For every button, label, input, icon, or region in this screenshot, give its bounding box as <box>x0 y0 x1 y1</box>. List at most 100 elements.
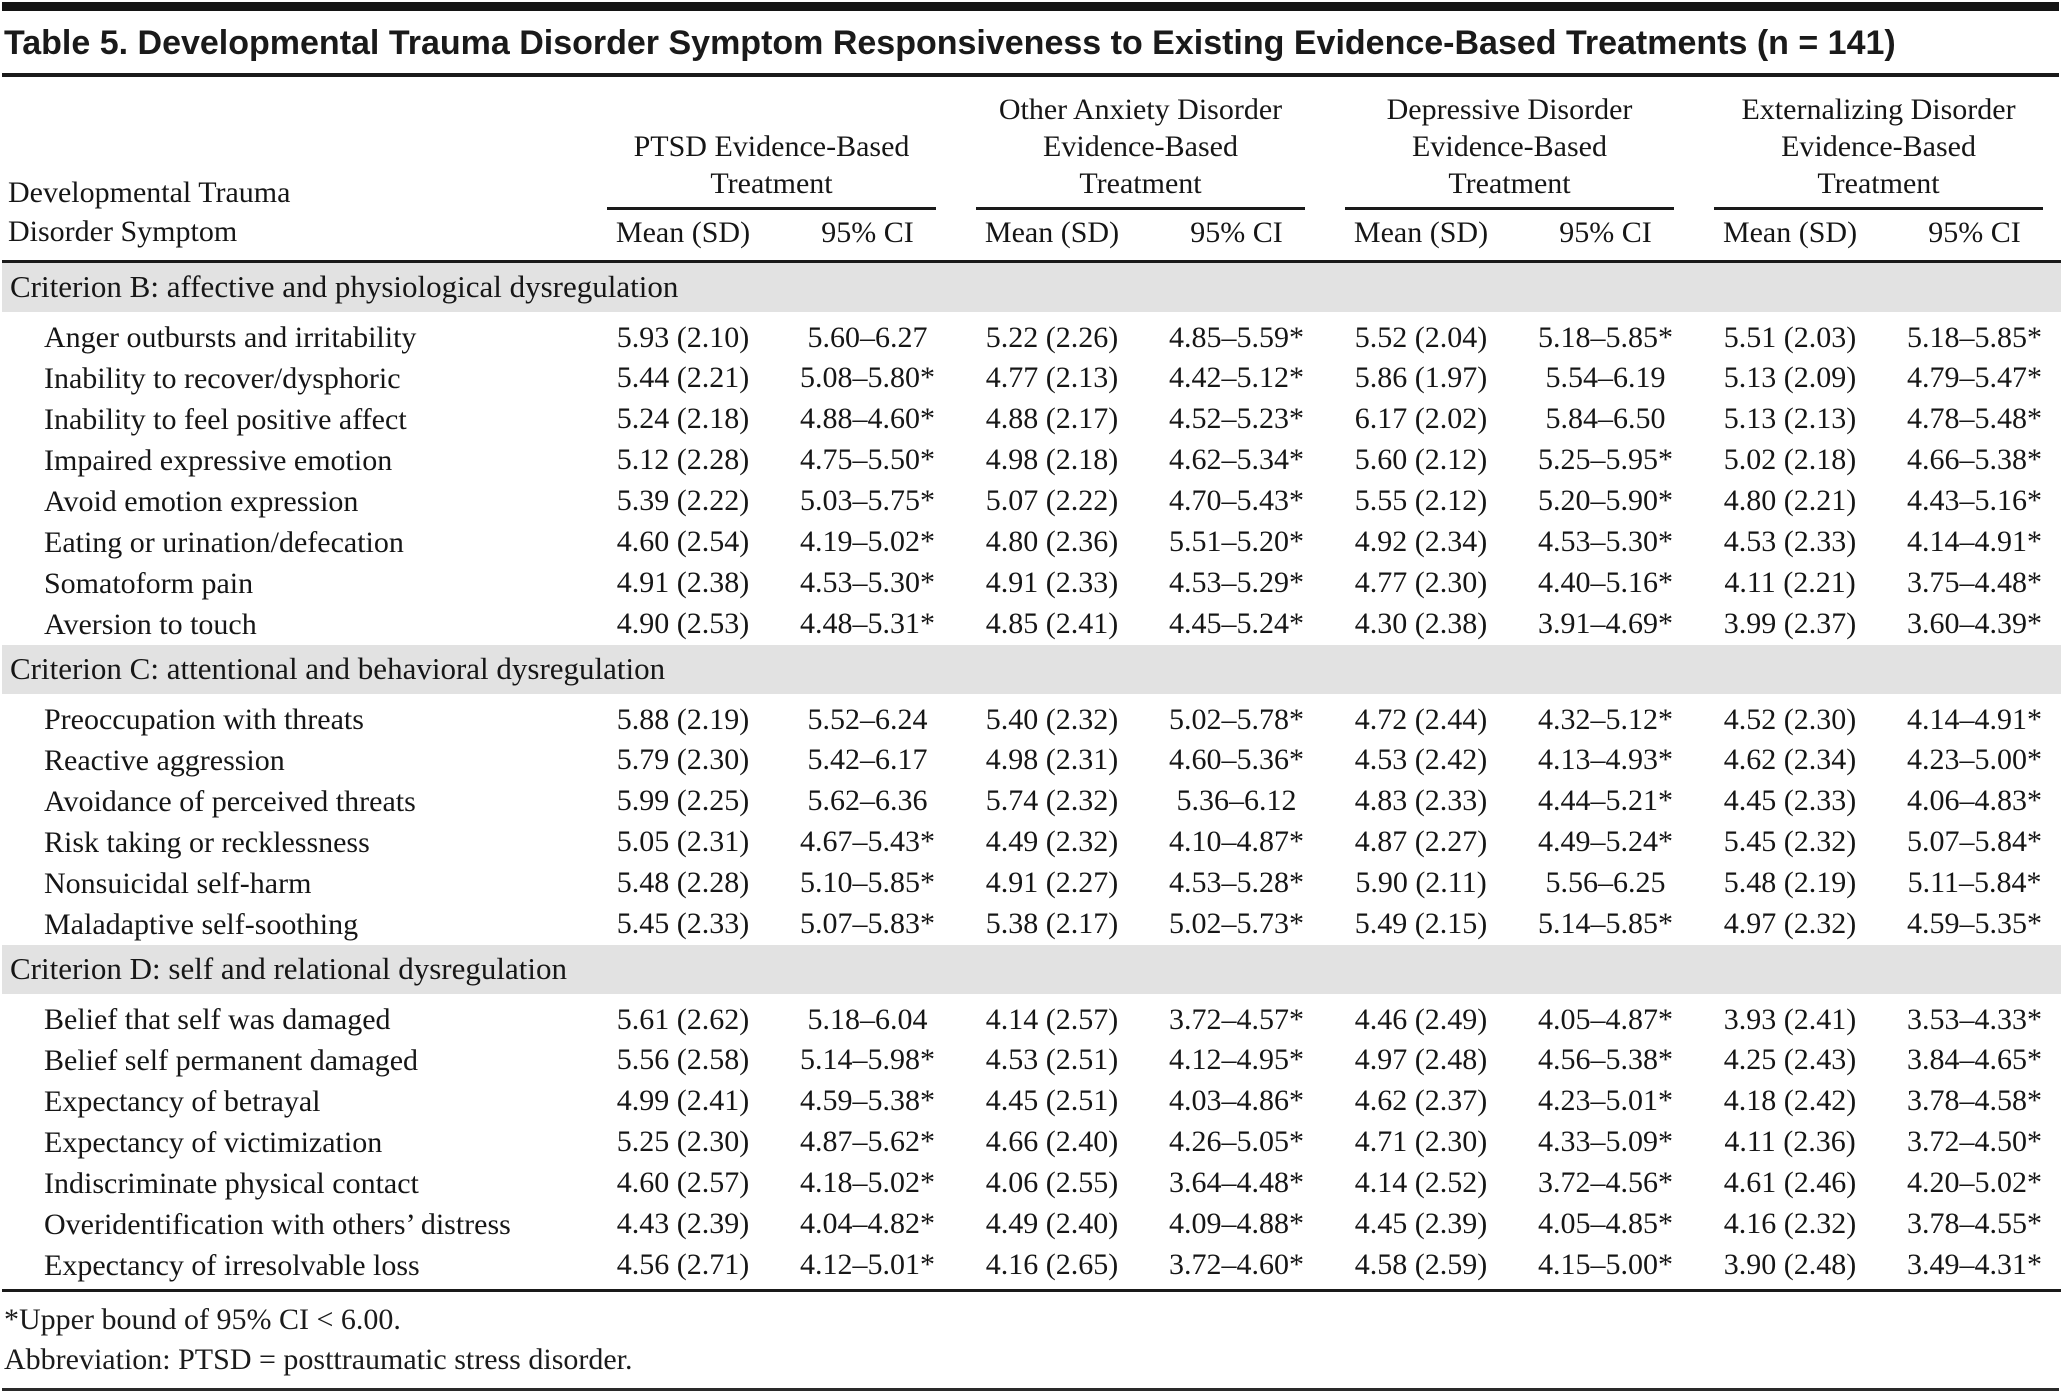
mean-sd-cell: 5.07 (2.22) <box>985 484 1119 517</box>
mean-sd-cell: 5.79 (2.30) <box>616 743 750 776</box>
ci-cell: 5.14–5.98* <box>800 1043 935 1076</box>
mean-sd-cell: 4.56 (2.71) <box>587 1245 779 1292</box>
bottom-rule <box>2 1388 2059 1395</box>
ci-cell: 4.12–4.95* <box>1169 1043 1304 1076</box>
symptom-label: Indiscriminate physical contact <box>44 1167 419 1200</box>
mean-sd-cell: 5.55 (2.12) <box>1354 484 1488 517</box>
mean-sd-cell: 4.91 (2.27) <box>985 866 1119 899</box>
section-header-row: Criterion D: self and relational dysregu… <box>2 945 2061 994</box>
symptom-label: Expectancy of irresolvable loss <box>2 1245 587 1292</box>
mean-sd-cell: 4.61 (2.46) <box>1723 1166 1857 1199</box>
mean-sd-cell: 4.87 (2.27) <box>1354 825 1488 858</box>
mean-sd-cell: 5.05 (2.31) <box>616 825 750 858</box>
mean-sd-cell: 5.13 (2.13) <box>1723 402 1857 435</box>
table-row: Indiscriminate physical contact 4.60 (2.5… <box>2 1163 2061 1204</box>
mean-sd-cell: 4.53 (2.33) <box>1723 525 1857 558</box>
ci-cell: 4.33–5.09* <box>1538 1125 1673 1158</box>
mean-sd-subheader-externalizing: Mean (SD) <box>1694 210 1887 263</box>
section-header-row: Criterion C: attentional and behavioral … <box>2 645 2061 694</box>
ci-cell: 5.62–6.36 <box>807 784 928 817</box>
ci-subheader-other-anxiety: 95% CI <box>1148 210 1325 263</box>
ci-cell: 5.18–5.85* <box>1538 321 1673 354</box>
table5: Developmental Trauma Disorder Symptom PT… <box>2 77 2061 1292</box>
mean-sd-cell: 4.60 (2.54) <box>616 525 750 558</box>
ci-cell: 3.78–4.58* <box>1907 1084 2043 1117</box>
mean-sd-cell: 5.48 (2.19) <box>1723 866 1857 899</box>
column-group-header-ptsd: PTSD Evidence-Based Treatment <box>587 77 956 210</box>
table-title: Table 5. Developmental Trauma Disorder S… <box>2 11 2059 77</box>
mean-sd-subheader-other-anxiety: Mean (SD) <box>956 210 1148 263</box>
mean-sd-cell: 5.56 (2.58) <box>616 1043 750 1076</box>
ci-cell: 5.14–5.85* <box>1538 907 1673 940</box>
ci-cell: 4.19–5.02* <box>800 525 935 558</box>
ci-cell: 4.32–5.12* <box>1538 703 1673 736</box>
ci-cell: 4.49–5.24* <box>1538 825 1673 858</box>
ci-cell: 5.60–6.27 <box>807 321 928 354</box>
ci-cell: 4.62–5.34* <box>1169 443 1304 476</box>
symptom-label: Inability to recover/dysphoric <box>44 362 401 395</box>
ci-cell: 4.15–5.00* <box>1517 1245 1695 1292</box>
ci-cell: 5.84–6.50 <box>1545 402 1666 435</box>
ci-cell: 5.20–5.90* <box>1538 484 1673 517</box>
mean-sd-cell: 4.72 (2.44) <box>1354 703 1488 736</box>
top-rule <box>2 2 2059 11</box>
ci-cell: 5.02–5.73* <box>1169 907 1304 940</box>
mean-sd-cell: 4.92 (2.34) <box>1354 525 1488 558</box>
table-row: Nonsuicidal self-harm 5.48 (2.28) 5.10–5.8… <box>2 863 2061 904</box>
mean-sd-subheader-ptsd: Mean (SD) <box>587 210 779 263</box>
symptom-label: Expectancy of victimization <box>44 1126 383 1159</box>
mean-sd-cell: 4.77 (2.30) <box>1354 566 1488 599</box>
ci-cell: 4.53–5.30* <box>1538 525 1673 558</box>
ci-cell: 4.09–4.88* <box>1169 1207 1304 1240</box>
mean-sd-cell: 5.49 (2.15) <box>1354 907 1488 940</box>
symptom-label: Maladaptive self-soothing <box>44 908 359 941</box>
mean-sd-cell: 4.91 (2.38) <box>616 566 750 599</box>
symptom-label: Nonsuicidal self-harm <box>44 867 312 900</box>
mean-sd-cell: 5.24 (2.18) <box>616 402 750 435</box>
table-row: Maladaptive self-soothing 5.45 (2.33) 5.07… <box>2 904 2061 945</box>
mean-sd-cell: 5.12 (2.28) <box>616 443 750 476</box>
ci-cell: 3.84–4.65* <box>1907 1043 2043 1076</box>
mean-sd-cell: 4.43 (2.39) <box>616 1207 750 1240</box>
ci-cell: 5.54–6.19 <box>1545 361 1666 394</box>
mean-sd-cell: 4.52 (2.30) <box>1723 703 1857 736</box>
table-row: Overidentification with others’ distress… <box>2 1204 2061 1245</box>
table-row: Avoidance of perceived threats 5.99 (2.25… <box>2 781 2061 822</box>
mean-sd-cell: 5.48 (2.28) <box>616 866 750 899</box>
ci-cell: 4.60–5.36* <box>1169 743 1304 776</box>
symptom-label: Belief that self was damaged <box>44 1003 391 1036</box>
table-row: Inability to feel positive affect 5.24 (2… <box>2 399 2061 440</box>
ci-cell: 4.70–5.43* <box>1169 484 1304 517</box>
mean-sd-cell: 4.06 (2.55) <box>985 1166 1119 1199</box>
table-row: Belief self permanent damaged 5.56 (2.58)… <box>2 1040 2061 1081</box>
symptom-label: Belief self permanent damaged <box>44 1044 419 1077</box>
group-label-line: Treatment <box>1079 167 1202 200</box>
ci-cell: 3.72–4.56* <box>1538 1166 1673 1199</box>
mean-sd-cell: 5.39 (2.22) <box>616 484 750 517</box>
table-row: Impaired expressive emotion 5.12 (2.28) 4.… <box>2 440 2061 481</box>
stub-header: Developmental Trauma Disorder Symptom <box>2 77 587 263</box>
column-group-label-other-anxiety: Other Anxiety Disorder Evidence-Based Trea… <box>976 91 1305 210</box>
table-row: Risk taking or recklessness 5.05 (2.31) 4.… <box>2 822 2061 863</box>
ci-cell: 4.45–5.24* <box>1169 607 1304 640</box>
group-label-line: Externalizing Disorder <box>1741 93 2016 126</box>
mean-sd-cell: 5.60 (2.12) <box>1354 443 1488 476</box>
ci-cell: 5.52–6.24 <box>807 703 928 736</box>
mean-sd-cell: 4.45 (2.33) <box>1723 784 1857 817</box>
mean-sd-cell: 5.38 (2.17) <box>985 907 1119 940</box>
ci-cell: 3.72–4.50* <box>1907 1125 2043 1158</box>
ci-cell: 4.05–4.87* <box>1538 1003 1673 1036</box>
mean-sd-cell: 4.98 (2.31) <box>985 743 1119 776</box>
ci-subheader-depressive: 95% CI <box>1517 210 1695 263</box>
ci-cell: 4.75–5.50* <box>800 443 935 476</box>
table-row: Expectancy of irresolvable loss 4.56 (2.7… <box>2 1245 2061 1292</box>
ci-cell: 3.64–4.48* <box>1169 1166 1304 1199</box>
symptom-label: Avoidance of perceived threats <box>44 785 416 818</box>
column-group-header-depressive: Depressive Disorder Evidence-Based Treatme… <box>1325 77 1694 210</box>
ci-subheader-externalizing: 95% CI <box>1886 210 2061 263</box>
mean-sd-cell: 3.93 (2.41) <box>1723 1003 1857 1036</box>
mean-sd-cell: 6.17 (2.02) <box>1354 402 1488 435</box>
table-row: Belief that self was damaged 5.61 (2.62) 5… <box>2 994 2061 1040</box>
group-label-line: Depressive Disorder <box>1386 93 1633 126</box>
mean-sd-cell: 4.11 (2.36) <box>1724 1125 1856 1158</box>
